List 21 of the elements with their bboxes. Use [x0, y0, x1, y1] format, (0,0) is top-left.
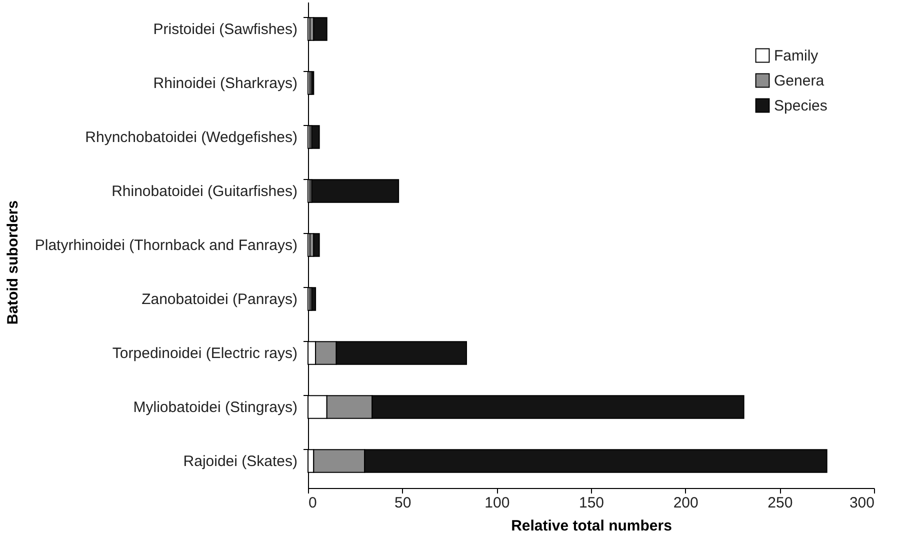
y-tick-label: Platyrhinoidei (Thornback and Fanrays)	[34, 237, 298, 254]
y-tick-label: Pristoidei (Sawfishes)	[153, 21, 298, 38]
x-tick-label: 150	[578, 494, 604, 512]
y-tick-label: Rhynchobatoidei (Wedgefishes)	[85, 129, 298, 146]
y-tick-label: Myliobatoidei (Stingrays)	[133, 399, 298, 416]
y-tick-label: Zanobatoidei (Panrays)	[142, 291, 298, 308]
y-tick-label: Torpedinoidei (Electric rays)	[112, 345, 298, 362]
x-tick-label: 250	[768, 494, 793, 512]
x-tick-label: 300	[849, 494, 874, 512]
x-tick-label: 200	[673, 494, 698, 512]
legend-label: Family	[774, 48, 819, 64]
x-tick-label: 0	[308, 494, 317, 512]
y-tick-label: Rajoidei (Skates)	[183, 453, 298, 470]
y-axis-title: Batoid suborders	[4, 200, 22, 325]
legend-label: Species	[774, 98, 828, 114]
y-tick-label: Rhinoidei (Sharkrays)	[153, 75, 298, 92]
x-tick-label: 100	[484, 494, 510, 512]
legend-label: Genera	[774, 72, 825, 90]
x-axis-title: Relative total numbers	[511, 518, 672, 534]
x-tick-label: 50	[394, 494, 412, 512]
y-tick-label: Rhinobatoidei (Guitarfishes)	[112, 183, 298, 200]
